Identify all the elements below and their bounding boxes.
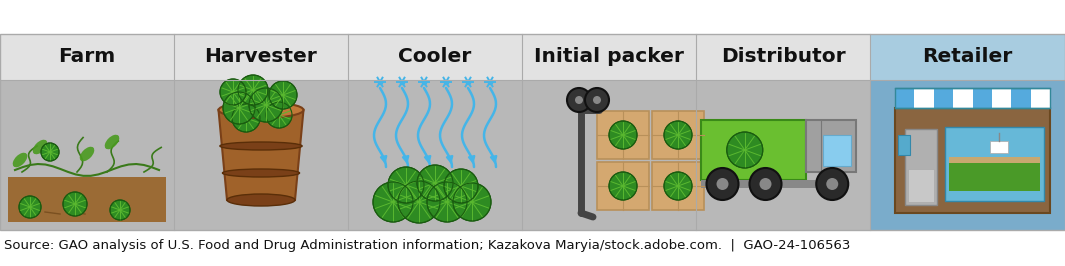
Circle shape [417,165,453,201]
Bar [972,88,992,107]
Bar [522,80,697,230]
Bar [0,80,174,230]
Bar [348,80,522,230]
Text: Harvester: Harvester [204,48,317,66]
Circle shape [585,88,609,112]
Circle shape [816,168,848,200]
Bar [934,88,953,107]
Text: Source: GAO analysis of U.S. Food and Drug Administration information; Kazakova : Source: GAO analysis of U.S. Food and Dr… [4,239,850,252]
Bar [908,169,934,202]
Polygon shape [218,110,304,200]
Circle shape [575,96,583,104]
Bar [898,135,910,155]
Bar [1012,88,1031,107]
Circle shape [19,196,40,218]
Bar [949,163,1041,190]
Circle shape [388,167,424,203]
Text: Cooler: Cooler [398,48,472,66]
Circle shape [232,104,260,132]
Text: Initial packer: Initial packer [534,48,684,66]
Circle shape [266,102,292,128]
Circle shape [269,81,297,109]
Circle shape [220,79,246,105]
Circle shape [759,178,771,190]
Bar [174,80,348,230]
Bar [522,34,697,80]
Circle shape [453,183,491,221]
Bar [870,34,1065,80]
Circle shape [398,181,440,223]
Circle shape [373,182,413,222]
Bar [348,34,522,80]
Circle shape [706,168,738,200]
Circle shape [40,143,59,161]
Circle shape [567,88,591,112]
Bar [0,34,174,80]
Ellipse shape [13,153,28,167]
Bar [870,80,1065,230]
Circle shape [223,92,255,124]
Circle shape [750,168,782,200]
Bar [895,107,1050,213]
Circle shape [717,178,728,190]
Text: Retailer: Retailer [922,48,1013,66]
Bar [823,135,851,166]
Bar [701,120,806,180]
Bar [174,34,348,80]
Bar [945,127,1044,201]
Bar [992,88,1012,107]
Circle shape [237,75,268,105]
Bar [895,88,915,107]
Bar [915,88,934,107]
Bar [652,162,704,210]
Circle shape [593,96,601,104]
Bar [0,34,1065,230]
Circle shape [726,132,763,168]
Circle shape [826,178,838,190]
Ellipse shape [33,140,47,154]
Circle shape [110,200,130,220]
Bar [697,34,870,80]
Bar [9,177,166,222]
Ellipse shape [104,135,119,149]
Bar [949,156,1041,163]
Ellipse shape [218,102,304,118]
Circle shape [663,172,692,200]
Circle shape [249,88,283,122]
Circle shape [444,169,478,203]
Circle shape [609,172,637,200]
Bar [701,180,840,188]
Bar [905,129,937,205]
Circle shape [63,192,87,216]
Bar [806,120,855,172]
Bar [1031,88,1050,107]
Ellipse shape [219,142,302,150]
Text: Distributor: Distributor [721,48,846,66]
Bar [597,111,649,159]
Ellipse shape [223,169,299,177]
Bar [697,80,870,230]
Bar [953,88,972,107]
Bar [652,111,704,159]
Circle shape [663,121,692,149]
Circle shape [427,182,466,222]
Circle shape [609,121,637,149]
Bar [895,88,1050,107]
Ellipse shape [227,194,295,206]
Text: Farm: Farm [59,48,116,66]
Ellipse shape [80,147,95,161]
Bar [597,162,649,210]
Bar [989,140,1007,152]
